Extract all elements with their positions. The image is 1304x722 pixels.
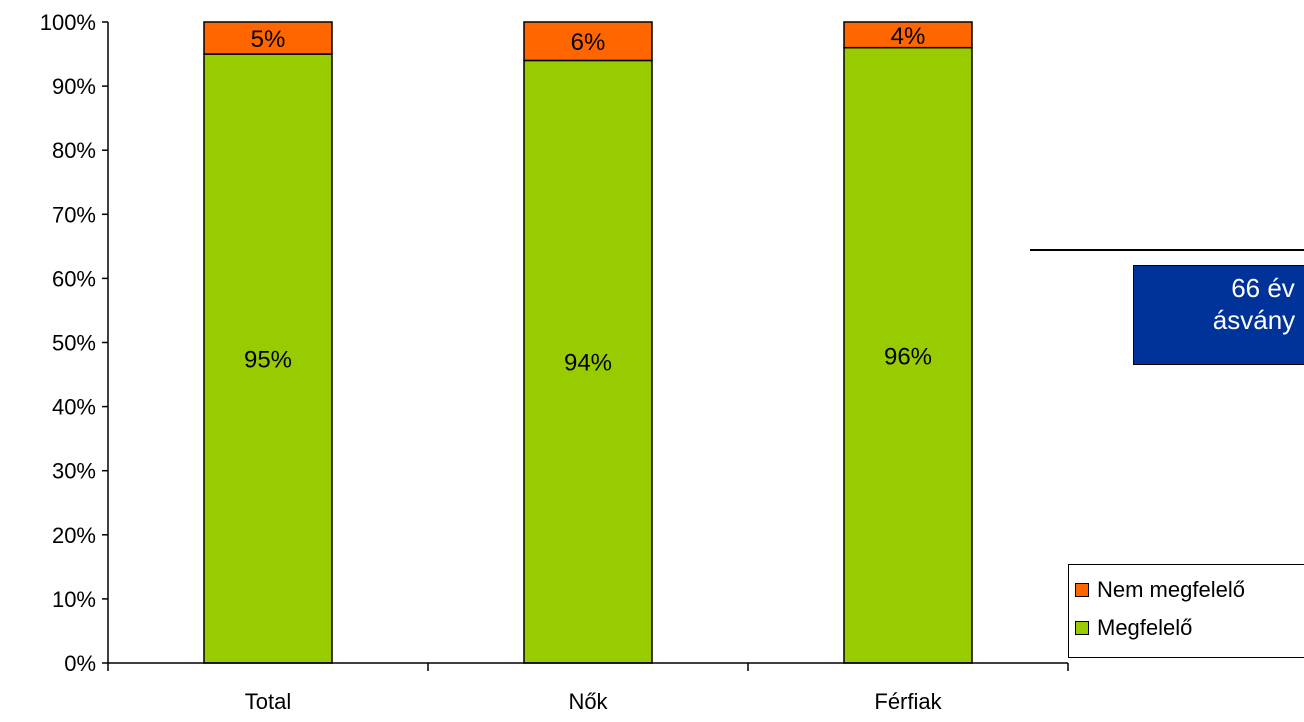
data-label-megfelelo-ferfiak: 96% [884,343,932,370]
bar-nem-megfelelo-nok [523,21,653,62]
legend-swatch-megfelelo [1075,621,1089,635]
y-tick-label: 10% [52,587,96,612]
legend-item-nem-megfelelo: Nem megfelelő [1075,577,1245,603]
y-tick-label: 70% [52,202,96,227]
legend-label-megfelelo: Megfelelő [1097,615,1193,640]
y-tick-label: 0% [64,651,96,676]
data-label-nem-megfelelo-nok: 6% [571,29,606,56]
legend-item-megfelelo: Megfelelő [1075,615,1192,641]
y-tick-label: 80% [52,138,96,163]
y-tick-label: 50% [52,331,96,356]
y-tick-label: 30% [52,459,96,484]
callout-box: 66 év ásvány n [1133,265,1304,365]
bar-megfelelo-nok [523,59,653,664]
x-tick-label-total: Total [245,689,291,714]
data-label-megfelelo-nok: 94% [564,350,612,377]
callout-line-3: n [1134,336,1304,364]
y-tick-label: 40% [52,395,96,420]
callout-line-2: ásvány [1212,305,1296,335]
x-tick-label-nok: Nők [568,689,608,714]
y-tick-label: 100% [40,10,96,35]
bar-nem-megfelelo-total [203,21,333,55]
legend-swatch-nem-megfelelo [1075,583,1089,597]
bar-megfelelo-ferfiak [843,46,973,664]
data-label-nem-megfelelo-total: 5% [251,26,286,53]
bar-nem-megfelelo-ferfiak [843,21,973,49]
legend-label-nem-megfelelo: Nem megfelelő [1097,577,1245,602]
data-label-nem-megfelelo-ferfiak: 4% [891,23,926,50]
y-tick-label: 90% [52,74,96,99]
data-label-megfelelo-total: 95% [244,347,292,374]
callout-line-1: 66 év [1231,273,1295,303]
y-tick-label: 20% [52,523,96,548]
y-tick-label: 60% [52,266,96,291]
x-tick-label-ferfiak: Férfiak [874,689,942,714]
chart-legend: Nem megfelelő Megfelelő [1068,564,1304,658]
